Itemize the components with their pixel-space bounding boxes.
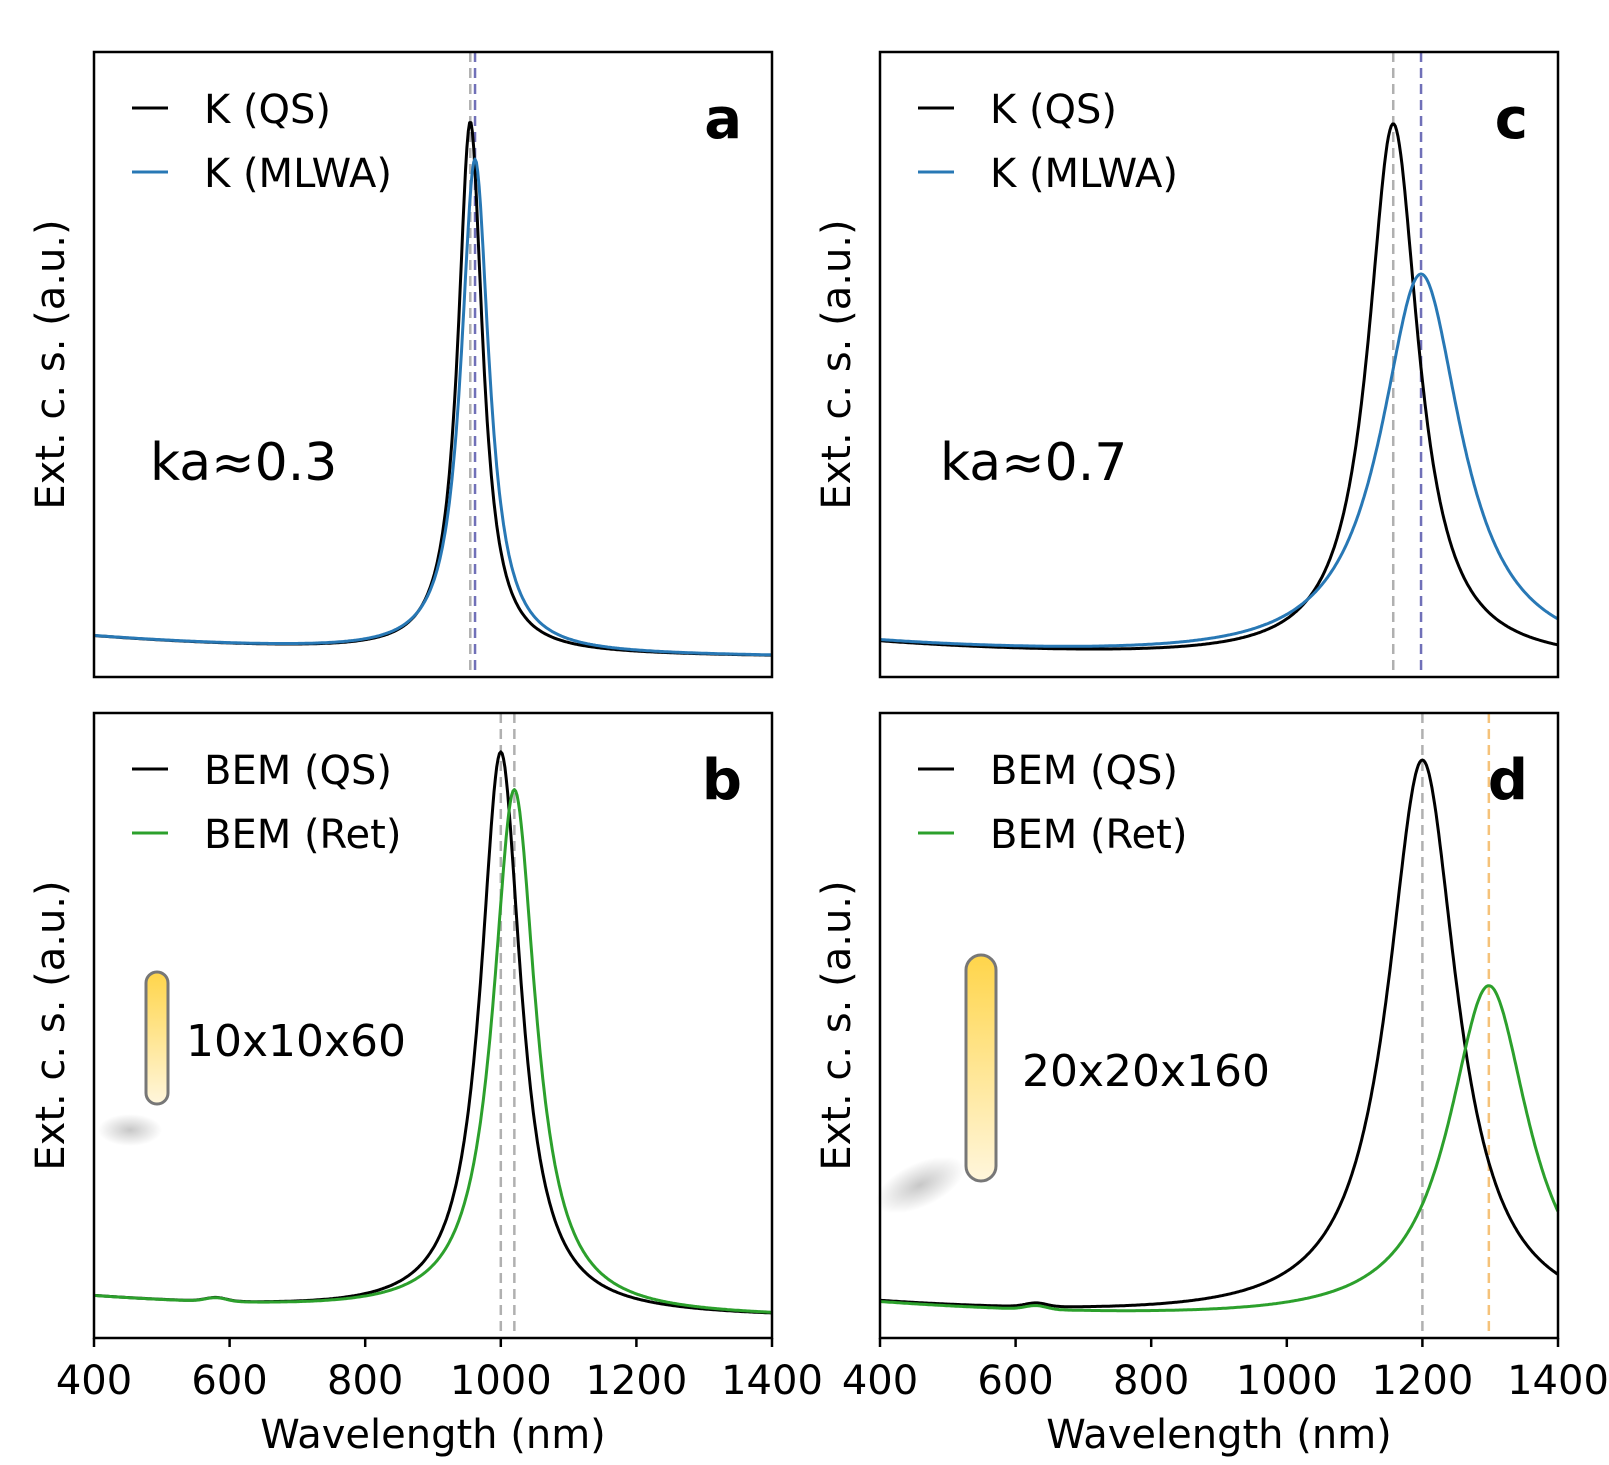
nanorod-illustration — [98, 970, 170, 1146]
x-tick-label: 1000 — [1236, 1358, 1338, 1404]
x-tick-label: 1200 — [586, 1358, 688, 1404]
legend-label-qs: K (QS) — [204, 87, 331, 133]
legend-label-ret: BEM (Ret) — [204, 812, 401, 858]
x-tick-label: 800 — [327, 1358, 403, 1404]
legend-label-mlwa: K (MLWA) — [990, 151, 1178, 197]
legend-label-qs: K (QS) — [990, 87, 1117, 133]
y-axis-label: Ext. c. s. (a.u.) — [28, 880, 74, 1170]
plot-frame — [92, 711, 774, 1340]
x-tick-label: 600 — [977, 1358, 1053, 1404]
spectrum-curves — [879, 758, 1560, 1313]
x-axis-label: Wavelength (nm) — [260, 1412, 606, 1458]
panel-letter: a — [704, 87, 742, 152]
series-line-second — [93, 157, 773, 657]
legend-label-qs: BEM (QS) — [204, 748, 392, 794]
plot-frame — [92, 50, 774, 679]
size-parameter-annotation: ka≈0.3 — [150, 433, 337, 493]
panel-letter: d — [1488, 748, 1528, 813]
rod-shadow — [98, 1114, 162, 1146]
series-line-second — [93, 788, 773, 1314]
y-axis-label: Ext. c. s. (a.u.) — [28, 219, 74, 509]
plot-frame — [878, 711, 1560, 1340]
plot-frame — [878, 50, 1560, 679]
series-line-qs — [879, 122, 1559, 651]
panel-c: Ext. c. s. (a.u.) K (QS) K (MLWA) c ka≈0… — [814, 50, 1560, 679]
x-tick-label: 400 — [56, 1358, 132, 1404]
panel-letter: c — [1495, 87, 1528, 152]
legend: BEM (QS) BEM (Ret) — [918, 748, 1187, 858]
size-parameter-annotation: ka≈0.7 — [940, 433, 1127, 493]
nanorod-illustration — [875, 953, 998, 1214]
legend-label-qs: BEM (QS) — [990, 748, 1178, 794]
y-axis-label: Ext. c. s. (a.u.) — [814, 219, 860, 509]
legend: K (QS) K (MLWA) — [918, 87, 1178, 197]
x-axis-label: Wavelength (nm) — [1046, 1412, 1392, 1458]
legend-label-mlwa: K (MLWA) — [204, 151, 392, 197]
nanorod-icon — [144, 970, 170, 1106]
legend: K (QS) K (MLWA) — [132, 87, 392, 197]
y-axis-label: Ext. c. s. (a.u.) — [814, 880, 860, 1170]
x-tick-label: 400 — [842, 1358, 918, 1404]
rod-dimensions: 20x20x160 — [1022, 1046, 1270, 1097]
x-tick-label: 800 — [1113, 1358, 1189, 1404]
series-line-second — [879, 272, 1559, 648]
x-tick-label: 1400 — [721, 1358, 823, 1404]
panel-a: Ext. c. s. (a.u.) K (QS) K (MLWA) a ka≈0… — [28, 50, 774, 679]
rod-dimensions: 10x10x60 — [186, 1016, 406, 1067]
panel-b: Ext. c. s. (a.u.) Wavelength (nm) 400 60… — [28, 711, 823, 1458]
x-tick-label: 1200 — [1372, 1358, 1474, 1404]
spectrum-curves — [93, 121, 773, 657]
panel-letter: b — [702, 748, 742, 813]
reference-lines — [499, 713, 516, 1338]
panel-d: Ext. c. s. (a.u.) Wavelength (nm) 400 60… — [814, 711, 1609, 1458]
x-tick-label: 600 — [191, 1358, 267, 1404]
rod-shadow — [875, 1156, 965, 1214]
nanorod-icon — [964, 953, 998, 1183]
x-axis-ticks: 400 600 800 1000 1200 1400 — [56, 1358, 823, 1404]
reference-lines — [1391, 52, 1423, 677]
legend: BEM (QS) BEM (Ret) — [132, 748, 401, 858]
spectrum-curves — [879, 122, 1559, 651]
legend-label-ret: BEM (Ret) — [990, 812, 1187, 858]
spectrum-curves — [93, 750, 773, 1315]
x-tick-label: 1400 — [1507, 1358, 1609, 1404]
series-line-qs — [879, 758, 1559, 1309]
reference-lines — [1421, 713, 1491, 1338]
series-line-qs — [93, 121, 773, 657]
x-axis-ticks: 400 600 800 1000 1200 1400 — [842, 1358, 1609, 1404]
x-tick-label: 1000 — [450, 1358, 552, 1404]
series-line-second — [879, 984, 1560, 1313]
